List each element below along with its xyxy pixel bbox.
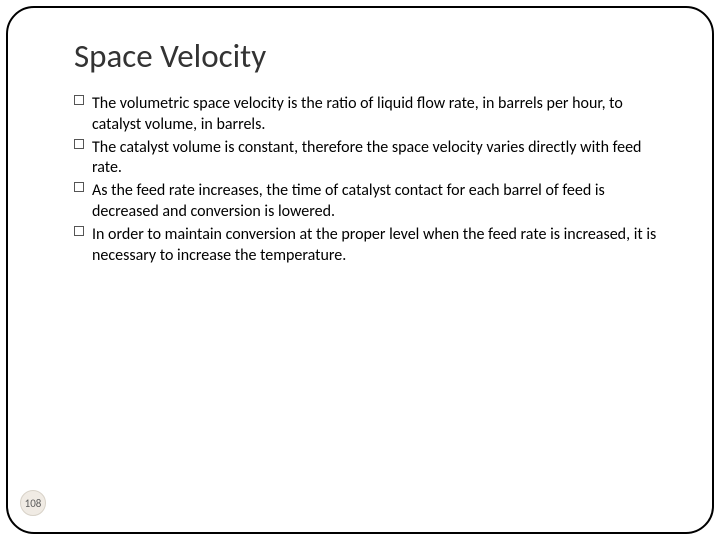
bullet-list: The volumetric space velocity is the rat… (74, 94, 672, 266)
list-item: As the feed rate increases, the time of … (74, 181, 672, 223)
bullet-text: As the feed rate increases, the time of … (92, 181, 605, 221)
bullet-text: The volumetric space velocity is the rat… (92, 94, 623, 134)
list-item: The volumetric space velocity is the rat… (74, 94, 672, 136)
page-number-badge: 108 (20, 490, 46, 516)
checkbox-icon (74, 95, 84, 105)
checkbox-icon (74, 182, 84, 192)
checkbox-icon (74, 139, 84, 149)
slide-title: Space Velocity (74, 36, 672, 76)
slide-content: Space Velocity The volumetric space velo… (74, 36, 672, 268)
bullet-text: The catalyst volume is constant, therefo… (92, 138, 641, 178)
list-item: In order to maintain conversion at the p… (74, 225, 672, 267)
bullet-text: In order to maintain conversion at the p… (92, 225, 656, 265)
list-item: The catalyst volume is constant, therefo… (74, 138, 672, 180)
page-number-text: 108 (25, 497, 42, 510)
checkbox-icon (74, 226, 84, 236)
